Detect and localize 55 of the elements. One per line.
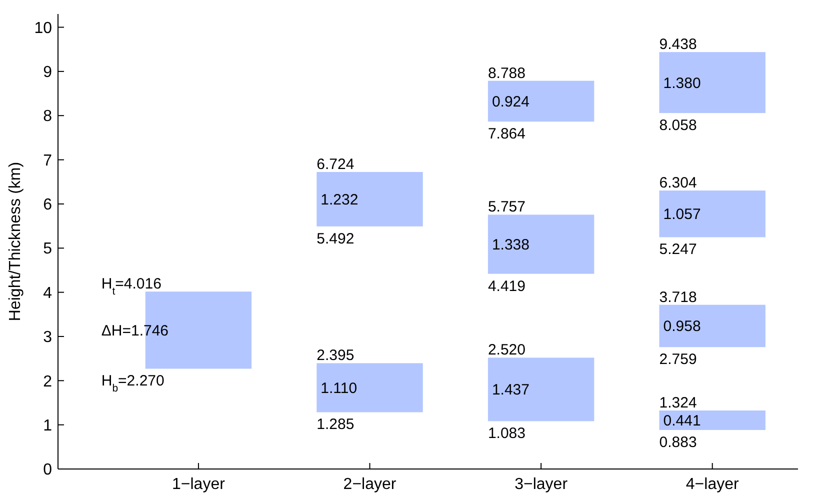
y-tick-label: 8 xyxy=(43,108,52,126)
x-tick-label: 2−layer xyxy=(343,476,397,493)
y-tick-label: 5 xyxy=(43,240,52,258)
bar xyxy=(488,214,594,274)
data-label: 1.232 xyxy=(320,191,358,208)
annotation: 7.864 xyxy=(488,126,526,143)
bar xyxy=(488,80,594,122)
data-label: 0.441 xyxy=(663,412,701,430)
data-label: 1.110 xyxy=(320,380,358,397)
data-label: 0.958 xyxy=(663,318,701,336)
bar xyxy=(316,363,423,412)
data-label: 1.338 xyxy=(492,236,530,254)
annotation: 9.438 xyxy=(659,36,697,54)
annotation: 4.419 xyxy=(488,278,526,295)
annotation: 0.883 xyxy=(659,434,697,451)
annotation: 2.395 xyxy=(316,347,354,364)
y-tick-label: 3 xyxy=(43,329,52,346)
annotation: 8.058 xyxy=(659,117,697,134)
annotation: 6.304 xyxy=(659,174,697,192)
annotation: 5.247 xyxy=(659,241,697,258)
data-label: 1.437 xyxy=(492,382,530,399)
annotation: 8.788 xyxy=(488,64,526,82)
annotation: H$_{t}$=4.016 xyxy=(101,276,162,298)
y-tick-label: 2 xyxy=(43,373,52,390)
y-tick-label: 6 xyxy=(43,196,52,214)
annotation: 2.759 xyxy=(659,351,697,368)
y-tick-label: 1 xyxy=(43,417,52,434)
y-tick-label: 4 xyxy=(43,284,52,302)
y-tick-label: 7 xyxy=(43,152,52,170)
annotation: H$_{b}$=2.270 xyxy=(101,372,164,395)
bar xyxy=(488,358,594,422)
data-label: 1.380 xyxy=(663,74,701,92)
x-tick-label: 3−layer xyxy=(514,476,568,493)
bar xyxy=(659,304,766,348)
annotation: 3.718 xyxy=(659,288,697,306)
bar xyxy=(659,52,766,114)
x-tick-label: 4−layer xyxy=(686,476,740,493)
bar xyxy=(659,190,766,238)
annotation: 5.757 xyxy=(488,198,526,216)
data-label: 1.057 xyxy=(663,206,701,224)
annotation: 2.520 xyxy=(488,342,526,359)
y-tick-label: 0 xyxy=(43,462,52,479)
annotation: 1.285 xyxy=(316,416,354,434)
data-label: 0.924 xyxy=(492,93,530,110)
y-axis-title: Height/Thickness (km) xyxy=(7,162,24,322)
x-tick-label: 1−layer xyxy=(172,476,226,493)
bar xyxy=(316,172,423,226)
bar xyxy=(659,410,766,430)
annotation: 1.083 xyxy=(488,425,526,442)
y-tick-label: 10 xyxy=(34,20,52,37)
data-label: ΔH=1.746 xyxy=(101,322,169,340)
annotation: 1.324 xyxy=(659,394,697,412)
annotation: 6.724 xyxy=(316,156,354,173)
y-tick-label: 9 xyxy=(43,64,52,82)
annotation: 5.492 xyxy=(316,230,354,248)
